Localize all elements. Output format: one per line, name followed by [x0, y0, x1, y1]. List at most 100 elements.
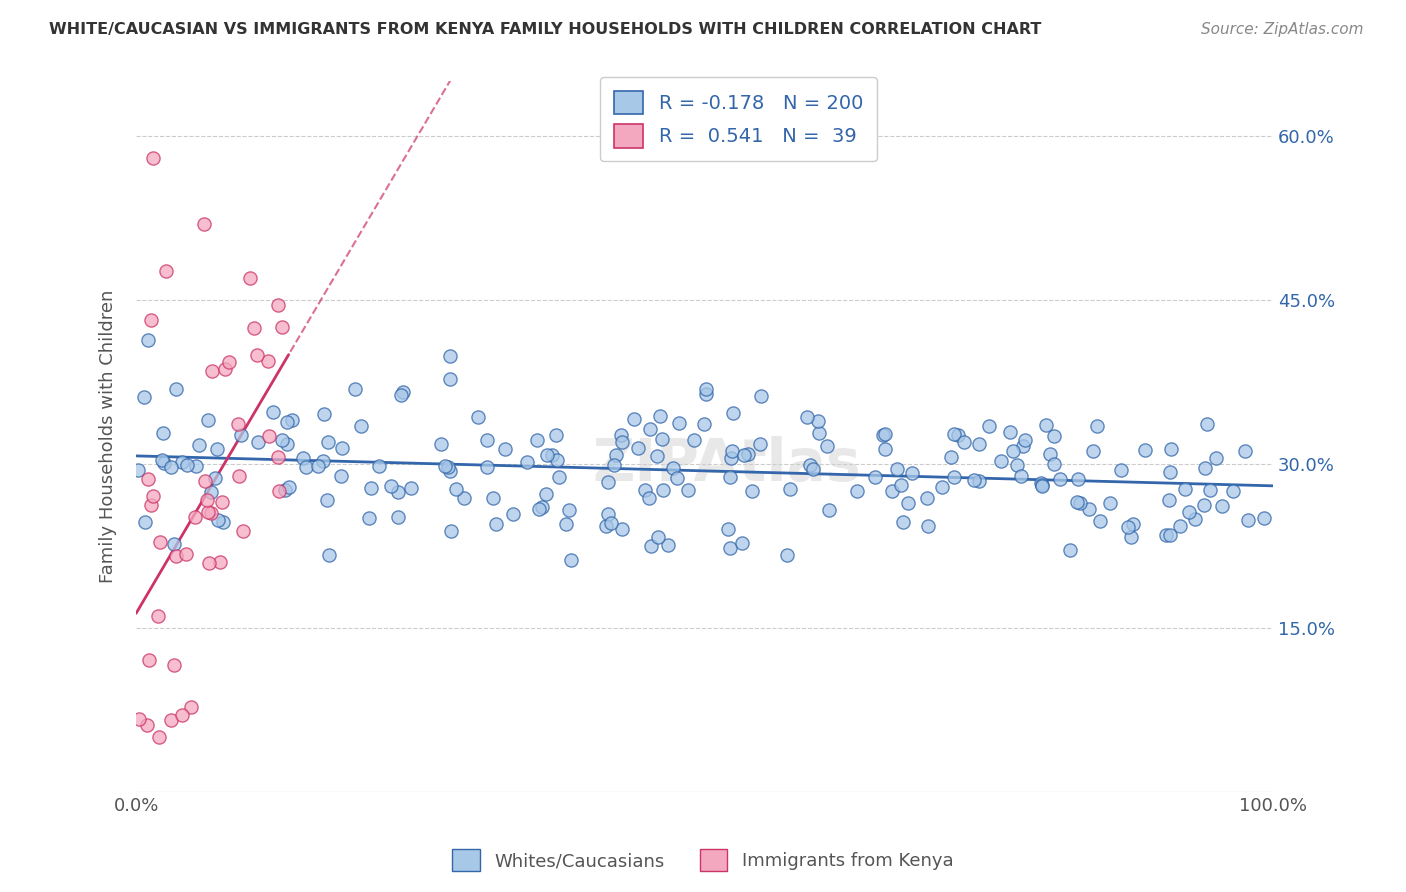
Point: [1160, 442, 1182, 456]
Point: [318, 434, 340, 449]
Point: [172, 455, 194, 469]
Point: [638, 422, 661, 436]
Point: [330, 469, 353, 483]
Point: [969, 474, 991, 488]
Point: [159, 713, 181, 727]
Point: [155, 263, 177, 277]
Point: [174, 547, 197, 561]
Point: [546, 427, 568, 442]
Point: [873, 426, 896, 441]
Point: [270, 433, 292, 447]
Point: [267, 484, 290, 499]
Point: [214, 362, 236, 376]
Point: [693, 417, 716, 432]
Point: [349, 418, 371, 433]
Point: [651, 433, 673, 447]
Point: [1109, 463, 1132, 477]
Point: [211, 495, 233, 509]
Point: [430, 437, 453, 451]
Point: [194, 474, 217, 488]
Point: [875, 442, 897, 456]
Point: [204, 470, 226, 484]
Point: [198, 556, 221, 570]
Point: [558, 503, 581, 517]
Point: [741, 484, 763, 499]
Point: [239, 271, 262, 285]
Point: [183, 510, 205, 524]
Point: [801, 462, 824, 476]
Point: [560, 553, 582, 567]
Point: [647, 530, 669, 544]
Point: [749, 389, 772, 403]
Point: [637, 491, 659, 506]
Point: [246, 435, 269, 450]
Point: [555, 517, 578, 532]
Point: [200, 484, 222, 499]
Legend: R = -0.178   N = 200, R =  0.541   N =  39: R = -0.178 N = 200, R = 0.541 N = 39: [600, 77, 877, 161]
Point: [647, 449, 669, 463]
Point: [612, 435, 634, 450]
Point: [467, 409, 489, 424]
Point: [207, 513, 229, 527]
Point: [733, 448, 755, 462]
Point: [1011, 439, 1033, 453]
Point: [257, 354, 280, 368]
Point: [603, 458, 626, 472]
Point: [695, 386, 717, 401]
Point: [1195, 417, 1218, 432]
Point: [600, 516, 623, 530]
Point: [209, 556, 232, 570]
Point: [717, 522, 740, 536]
Point: [276, 415, 298, 429]
Point: [662, 461, 685, 475]
Point: [1122, 517, 1144, 532]
Point: [807, 414, 830, 428]
Point: [170, 708, 193, 723]
Point: [648, 409, 671, 424]
Point: [482, 491, 505, 505]
Point: [134, 515, 156, 529]
Point: [188, 438, 211, 452]
Point: [610, 427, 633, 442]
Point: [526, 433, 548, 447]
Point: [967, 436, 990, 450]
Point: [665, 471, 688, 485]
Point: [1194, 461, 1216, 475]
Point: [259, 429, 281, 443]
Point: [1014, 433, 1036, 447]
Point: [314, 407, 336, 421]
Point: [1005, 458, 1028, 472]
Point: [1192, 498, 1215, 512]
Point: [186, 458, 208, 473]
Point: [357, 511, 380, 525]
Point: [1090, 514, 1112, 528]
Point: [179, 797, 201, 812]
Point: [779, 482, 801, 496]
Point: [205, 442, 228, 456]
Point: [195, 493, 218, 508]
Point: [148, 730, 170, 744]
Point: [1184, 512, 1206, 526]
Point: [262, 405, 284, 419]
Point: [897, 496, 920, 510]
Point: [890, 477, 912, 491]
Point: [399, 481, 422, 495]
Point: [610, 522, 633, 536]
Point: [668, 416, 690, 430]
Point: [149, 535, 172, 549]
Point: [197, 505, 219, 519]
Point: [815, 439, 838, 453]
Point: [718, 541, 741, 555]
Point: [1159, 528, 1181, 542]
Point: [863, 470, 886, 484]
Point: [276, 437, 298, 451]
Point: [891, 515, 914, 529]
Point: [267, 450, 290, 465]
Point: [392, 384, 415, 399]
Point: [127, 462, 149, 476]
Point: [846, 484, 869, 499]
Point: [218, 355, 240, 369]
Point: [307, 459, 329, 474]
Point: [475, 434, 498, 448]
Point: [453, 491, 475, 505]
